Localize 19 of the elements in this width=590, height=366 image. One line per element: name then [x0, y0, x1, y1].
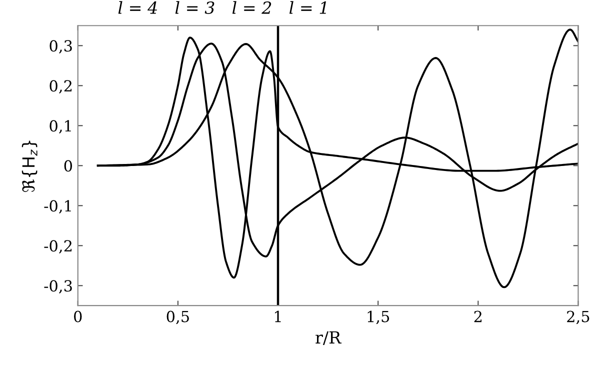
y-tick-label: 0,2 [50, 80, 72, 94]
x-tick-label: 0,5 [166, 310, 189, 324]
y-tick-label: 0,1 [50, 120, 71, 134]
x-tick-label: 2 [474, 310, 482, 322]
text: l = 2 [232, 1, 272, 14]
y-tick-label: -0,2 [44, 240, 72, 254]
y-tick-label: -0,1 [44, 200, 71, 214]
x-tick-label: 0 [74, 310, 82, 322]
y-tick-label: 0 [64, 160, 72, 172]
x-tick-label: 1 [275, 310, 281, 322]
y-axis-title: ℜ{H$_{z}$} [22, 140, 38, 192]
y-tick-label: -0,3 [44, 280, 72, 294]
y-tick-label: 0,3 [50, 40, 72, 54]
x-tick-label: 1,5 [368, 310, 390, 324]
x-tick-label: 2,5 [567, 310, 590, 324]
text: l = 3 [175, 1, 214, 14]
text: l = 1 [289, 1, 326, 14]
x-axis-title: r/R [316, 331, 342, 346]
text: l = 4 [118, 1, 157, 14]
